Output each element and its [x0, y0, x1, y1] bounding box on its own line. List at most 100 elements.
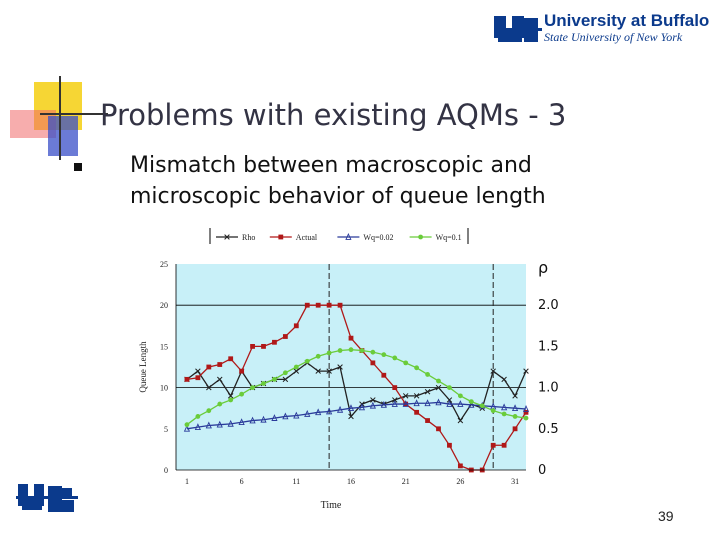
data-point-marker — [501, 376, 507, 383]
y-tick-label: 25 — [160, 260, 168, 269]
data-point-marker — [457, 400, 464, 407]
y-tick-label: 20 — [160, 301, 168, 310]
data-point-marker — [315, 408, 322, 416]
data-point-marker — [391, 400, 398, 407]
data-point-marker — [413, 399, 420, 407]
data-point-marker — [217, 401, 223, 407]
data-point-marker — [315, 353, 321, 359]
y-tick-label: 15 — [160, 342, 168, 351]
data-point-marker — [195, 414, 201, 419]
data-point-marker — [184, 376, 190, 382]
data-point-marker — [224, 234, 230, 240]
rho-tick-label: 0 — [538, 463, 546, 478]
data-point-marker — [369, 401, 376, 409]
data-point-marker — [206, 384, 212, 391]
series-wq-0-02 — [183, 398, 530, 432]
data-point-marker — [195, 375, 201, 381]
data-point-marker — [447, 385, 452, 390]
data-point-marker — [446, 397, 453, 403]
x-axis-title: Time — [321, 500, 342, 511]
data-point-marker — [337, 348, 343, 353]
data-point-marker — [260, 415, 267, 423]
data-point-marker — [347, 404, 355, 412]
rho-axis-label: ρ — [538, 258, 548, 277]
data-point-marker — [249, 416, 256, 424]
data-point-marker — [424, 399, 431, 407]
x-tick-label: 26 — [456, 477, 464, 486]
data-point-marker — [282, 376, 289, 383]
data-point-marker — [392, 385, 398, 390]
data-point-marker — [337, 302, 343, 308]
data-point-marker — [250, 385, 255, 390]
data-point-marker — [457, 463, 463, 469]
data-point-marker — [435, 398, 442, 406]
vertical-markers — [328, 264, 494, 470]
data-point-marker — [217, 362, 223, 367]
legend-label: Actual — [296, 233, 318, 242]
data-point-marker — [457, 417, 464, 424]
university-subtitle: State University of New York — [544, 30, 683, 44]
data-point-marker — [238, 418, 245, 426]
data-point-marker — [227, 419, 234, 427]
y-tick-label: 10 — [160, 384, 168, 393]
rho-tick-label: 2.0 — [538, 298, 559, 313]
data-point-marker — [282, 370, 288, 376]
rho-tick-label: 1.0 — [538, 381, 559, 396]
data-point-marker — [512, 393, 518, 399]
ub-logo-icon — [494, 16, 542, 42]
data-point-marker — [272, 339, 277, 345]
page-number: 39 — [658, 508, 674, 524]
data-point-marker — [194, 423, 201, 431]
bullet-square-icon — [74, 163, 82, 171]
data-point-marker — [272, 376, 277, 382]
data-point-marker — [282, 334, 288, 339]
data-point-marker — [315, 368, 321, 374]
data-point-marker — [228, 356, 234, 362]
data-point-marker — [336, 405, 344, 413]
slide-title: Problems with existing AQMs - 3 — [100, 98, 567, 132]
series-line — [186, 401, 527, 430]
data-point-marker — [184, 422, 190, 428]
bullet-text: Mismatch between macroscopic and microsc… — [130, 153, 546, 209]
data-point-marker — [370, 397, 376, 403]
data-point-marker — [370, 360, 376, 366]
series-group — [183, 302, 530, 473]
data-point-marker — [446, 400, 453, 407]
data-point-marker — [228, 397, 234, 403]
data-point-marker — [436, 426, 441, 432]
y-tick-label: 5 — [164, 425, 168, 434]
legend-label: Wq=0.1 — [436, 233, 462, 242]
x-tick-label: 21 — [402, 477, 410, 486]
data-point-marker — [359, 348, 365, 353]
data-point-marker — [414, 409, 420, 415]
rho-tick-label: 0.5 — [538, 422, 559, 437]
data-point-marker — [523, 409, 529, 415]
x-tick-label: 31 — [511, 477, 519, 486]
university-header: University at Buffalo State University o… — [544, 12, 714, 45]
legend-item: Actual — [269, 233, 318, 242]
data-point-marker — [261, 381, 266, 386]
data-point-marker — [239, 391, 245, 397]
data-point-marker — [436, 378, 441, 384]
data-point-marker — [304, 302, 310, 308]
data-point-marker — [205, 421, 212, 429]
legend-item: Wq=0.1 — [409, 233, 462, 242]
data-point-marker — [293, 411, 300, 419]
data-point-marker — [304, 409, 311, 417]
data-point-marker — [278, 234, 284, 240]
data-point-marker — [418, 234, 423, 240]
data-point-marker — [501, 403, 508, 411]
data-point-marker — [413, 393, 420, 399]
data-point-marker — [457, 393, 463, 399]
data-point-marker — [501, 411, 507, 417]
data-point-marker — [348, 413, 354, 420]
data-point-marker — [293, 368, 300, 374]
data-point-marker — [512, 426, 518, 432]
data-point-marker — [447, 442, 452, 448]
data-point-marker — [511, 404, 519, 412]
data-point-marker — [206, 408, 212, 414]
decorative-squares — [10, 76, 108, 160]
chart-legend: Rho Actual Wq=0.02 Wq=0.1 — [209, 228, 469, 244]
data-point-marker — [227, 393, 234, 399]
